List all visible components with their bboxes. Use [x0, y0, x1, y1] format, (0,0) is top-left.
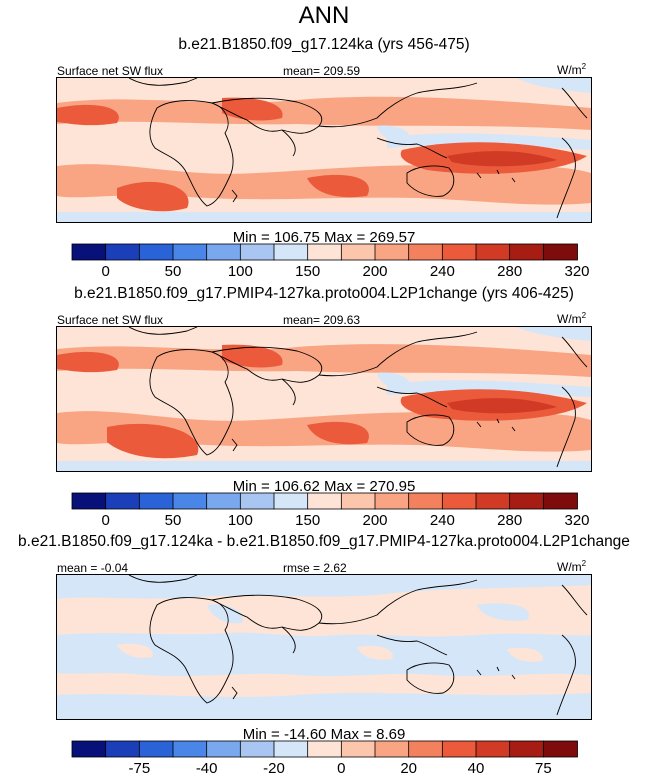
- panel2-map-field: [57, 327, 591, 471]
- colorbar-tick-label: 150: [295, 263, 321, 280]
- panel3-minmax: Min = -14.60 Max = 8.69: [242, 726, 406, 743]
- colorbar-box: [172, 243, 208, 261]
- panel3-mean-label: mean = -0.04: [57, 561, 129, 575]
- panel2-map: [56, 326, 592, 472]
- panel3-map: [56, 574, 592, 720]
- colorbar-tick-label: 50: [164, 512, 182, 529]
- colorbar-tick-label: 0: [101, 512, 110, 529]
- colorbar-tick-label: 240: [429, 512, 455, 529]
- colorbar-box: [542, 740, 578, 758]
- colorbar-tick-label: 200: [362, 512, 388, 529]
- colorbar-box: [542, 243, 578, 261]
- panel3-units-label: W/m2: [557, 559, 587, 574]
- colorbar-tick-label: 0: [101, 263, 110, 280]
- colorbar-box: [105, 492, 141, 510]
- colorbar-box: [441, 740, 477, 758]
- colorbar-box: [239, 243, 275, 261]
- colorbar-tick-label: -40: [195, 760, 218, 777]
- colorbar-box: [206, 243, 242, 261]
- colorbar-box: [172, 740, 208, 758]
- panel2-tick-labels: 0 50 100 150 200 240 280 320: [72, 512, 589, 532]
- panel3-colorbar: [71, 740, 578, 781]
- colorbar-box: [374, 243, 410, 261]
- colorbar-box: [138, 243, 174, 261]
- colorbar-tick-label: 320: [564, 263, 590, 280]
- colorbar-tick-label: -20: [263, 760, 285, 777]
- colorbar-tick-label: 200: [362, 263, 388, 280]
- colorbar-box: [307, 243, 343, 261]
- panel1-map-field: [57, 78, 591, 222]
- colorbar-box: [509, 740, 545, 758]
- colorbar-box: [206, 740, 242, 758]
- colorbar-box: [509, 243, 545, 261]
- colorbar-box: [138, 740, 174, 758]
- colorbar-tick-label: -75: [128, 760, 151, 777]
- colorbar-tick-label: 0: [337, 760, 346, 777]
- panel1-units-label: W/m2: [557, 62, 587, 77]
- colorbar-box: [441, 492, 477, 510]
- panel2-variable-label: Surface net SW flux: [57, 313, 164, 327]
- colorbar-box: [340, 243, 376, 261]
- panel2-mean-label: mean= 209.63: [283, 313, 361, 327]
- colorbar-box: [475, 740, 511, 758]
- panel3-tick-labels: -75 -40 -20 0 20 40 75: [72, 760, 577, 778]
- panel1-case-title: b.e21.B1850.f09_g17.124ka (yrs 456-475): [178, 36, 470, 53]
- colorbar-box: [509, 492, 545, 510]
- colorbar-tick-label: 280: [497, 512, 523, 529]
- colorbar-box: [340, 492, 376, 510]
- colorbar-tick-label: 150: [295, 512, 321, 529]
- colorbar-box: [273, 243, 309, 261]
- panel3-map-field: [57, 575, 591, 719]
- colorbar-box: [239, 492, 275, 510]
- colorbar-box: [206, 492, 242, 510]
- panel1-minmax: Min = 106.75 Max = 269.57: [232, 229, 416, 246]
- panel3-rmse-label: rmse = 2.62: [283, 561, 347, 575]
- colorbar-box: [273, 492, 309, 510]
- plot-title: ANN: [298, 2, 350, 29]
- colorbar-box: [374, 740, 410, 758]
- panel1-tick-labels: 0 50 100 150 200 240 280 320: [72, 263, 589, 283]
- colorbar-tick-label: 280: [497, 263, 523, 280]
- panel2-units-label: W/m2: [557, 311, 587, 326]
- colorbar-box: [408, 740, 444, 758]
- colorbar-box: [441, 243, 477, 261]
- panel1-mean-label: mean= 209.59: [283, 64, 361, 78]
- colorbar-box: [71, 492, 107, 510]
- panel1-variable-label: Surface net SW flux: [57, 64, 164, 78]
- colorbar-box: [71, 243, 107, 261]
- colorbar-box: [138, 492, 174, 510]
- panel3-case-title: b.e21.B1850.f09_g17.124ka - b.e21.B1850.…: [18, 533, 630, 550]
- colorbar-box: [408, 243, 444, 261]
- panel2-colorbar: [71, 492, 578, 533]
- panel2-case-title: b.e21.B1850.f09_g17.PMIP4-127ka.proto004…: [74, 285, 574, 302]
- colorbar-box: [71, 740, 107, 758]
- colorbar-box: [239, 740, 275, 758]
- panel1-colorbar: [71, 243, 578, 284]
- panel2-minmax: Min = 106.62 Max = 270.95: [232, 478, 416, 495]
- colorbar-box: [340, 740, 376, 758]
- panel1-map: [56, 77, 592, 223]
- colorbar-box: [105, 243, 141, 261]
- colorbar-tick-label: 75: [534, 760, 552, 777]
- colorbar-tick-label: 100: [227, 512, 253, 529]
- colorbar-box: [307, 740, 343, 758]
- colorbar-box: [172, 492, 208, 510]
- colorbar-tick-label: 100: [227, 263, 253, 280]
- colorbar-tick-label: 50: [164, 263, 182, 280]
- colorbar-box: [273, 740, 309, 758]
- colorbar-box: [408, 492, 444, 510]
- colorbar-box: [105, 740, 141, 758]
- colorbar-tick-label: 320: [564, 512, 590, 529]
- colorbar-box: [307, 492, 343, 510]
- colorbar-tick-label: 40: [467, 760, 485, 777]
- colorbar-tick-label: 240: [429, 263, 455, 280]
- colorbar-box: [475, 492, 511, 510]
- colorbar-box: [374, 492, 410, 510]
- colorbar-box: [475, 243, 511, 261]
- colorbar-tick-label: 20: [400, 760, 417, 777]
- colorbar-box: [542, 492, 578, 510]
